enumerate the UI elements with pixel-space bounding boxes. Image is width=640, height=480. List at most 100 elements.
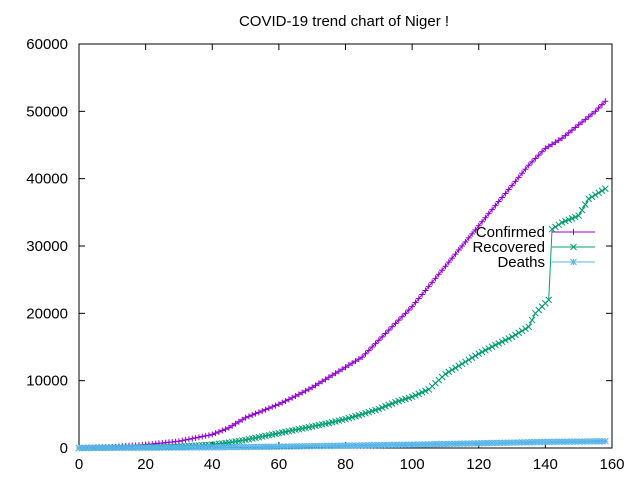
data-point [305, 442, 313, 450]
data-point [538, 438, 546, 446]
data-point [522, 438, 529, 446]
data-point [509, 182, 516, 189]
data-point [472, 352, 479, 360]
data-point [272, 443, 279, 451]
data-point [585, 438, 593, 445]
data-point [302, 387, 309, 394]
data-point [112, 444, 119, 452]
data-point [328, 442, 336, 450]
data-point [519, 170, 526, 177]
data-point [578, 438, 586, 445]
data-point [232, 443, 239, 451]
data-point [572, 124, 579, 131]
data-point [318, 442, 326, 450]
data-point [155, 444, 163, 451]
data-point [425, 283, 432, 290]
data-point [392, 320, 399, 327]
data-point [185, 436, 192, 443]
x-tick-label: 140 [533, 456, 558, 473]
data-point [535, 152, 542, 159]
x-tick-label: 20 [137, 456, 154, 473]
data-point [255, 443, 263, 451]
data-point [202, 444, 209, 451]
data-point [105, 444, 113, 452]
data-point [198, 444, 206, 451]
data-point [272, 402, 279, 409]
data-point [529, 158, 536, 165]
data-point [295, 442, 303, 450]
data-point [258, 443, 266, 451]
data-point [388, 441, 396, 449]
data-point [98, 444, 106, 452]
data-point [418, 441, 426, 448]
data-point [445, 259, 452, 266]
x-tick-label: 40 [204, 456, 221, 473]
data-point [188, 444, 196, 451]
data-point [265, 443, 273, 451]
data-point [225, 443, 233, 451]
data-point [452, 440, 459, 448]
data-point [385, 327, 392, 334]
data-point [345, 362, 352, 369]
data-point [442, 263, 449, 270]
data-point [505, 335, 513, 342]
data-point [581, 438, 589, 445]
data-point [412, 299, 419, 306]
data-point [502, 336, 509, 344]
data-point [228, 443, 236, 451]
data-point [495, 340, 503, 347]
data-point [542, 438, 549, 446]
data-point [148, 444, 156, 451]
data-point [138, 444, 146, 452]
data-point [238, 443, 246, 451]
data-point [488, 343, 496, 351]
data-point [545, 438, 553, 446]
data-point [462, 238, 469, 245]
data-point [232, 420, 239, 427]
data-point [485, 345, 493, 352]
data-point [422, 387, 429, 395]
data-point [382, 330, 389, 337]
data-point [175, 444, 183, 451]
data-point [375, 441, 383, 449]
data-point [465, 234, 472, 241]
data-point [581, 201, 589, 208]
data-point [469, 230, 476, 237]
data-point [118, 444, 126, 452]
data-point [248, 443, 256, 451]
data-point [268, 443, 276, 451]
data-point [532, 438, 539, 446]
data-point [355, 442, 363, 449]
data-point [308, 442, 316, 450]
data-point [179, 437, 186, 444]
data-point [448, 366, 456, 374]
data-point [365, 441, 373, 449]
data-point [588, 193, 596, 201]
data-point [475, 222, 482, 229]
data-point [399, 313, 406, 320]
data-point [452, 364, 459, 372]
data-point [589, 111, 596, 118]
data-point [465, 356, 473, 364]
data-point [522, 325, 529, 333]
data-point [199, 433, 206, 440]
data-point [158, 444, 166, 451]
data-point [349, 360, 356, 367]
data-point [459, 243, 466, 249]
data-point [405, 306, 412, 313]
data-point [492, 341, 499, 349]
data-point [189, 435, 196, 442]
data-point [122, 444, 129, 452]
data-point [322, 442, 329, 450]
data-point [515, 329, 523, 337]
data-point [398, 441, 406, 449]
data-point [492, 202, 499, 209]
data-point [372, 340, 379, 347]
data-point [585, 195, 593, 203]
data-point [208, 443, 216, 451]
data-point [185, 444, 193, 451]
y-tick-label: 50000 [26, 103, 68, 120]
data-point [472, 226, 479, 233]
data-point [575, 212, 583, 220]
